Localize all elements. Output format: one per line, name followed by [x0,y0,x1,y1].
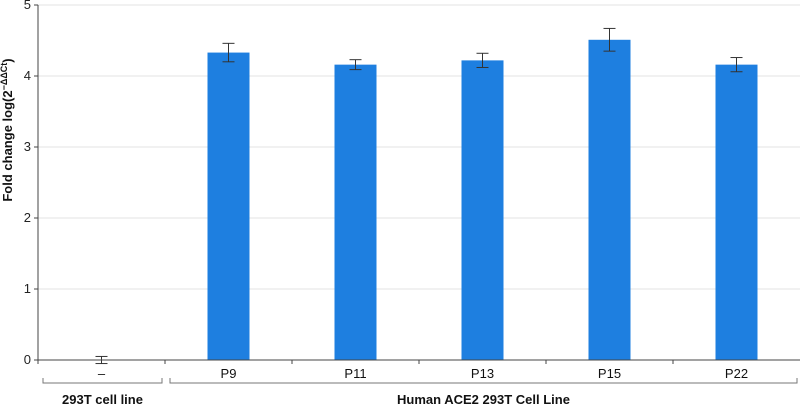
x-tick-label-P13: P13 [471,366,494,381]
y-tick-label-5: 5 [24,0,31,12]
y-axis-label-close: ) [0,58,15,62]
gridlines [38,4,800,290]
bar-P22 [715,64,758,360]
group-brackets: 293T cell line Human ACE2 293T Cell Line [42,378,798,407]
y-tick-label-3: 3 [24,139,31,154]
axes [37,5,800,361]
bar-P15 [588,39,631,360]
group-label-1: Human ACE2 293T Cell Line [397,392,570,407]
group-bracket-1 [169,378,798,384]
bar-P9 [207,52,250,360]
bar-P11 [334,64,377,360]
x-tick-labels: – P9 P11 P13 P15 P22 [37,360,748,381]
bar-P13 [461,60,504,360]
x-tick-label-P11: P11 [344,366,366,381]
group-bracket-0 [42,378,163,384]
y-tick-label-1: 1 [24,281,31,296]
x-tick-label-P9: P9 [221,366,237,381]
x-tick-label-control: – [98,366,106,381]
bars [207,39,758,360]
x-tick-label-P22: P22 [725,366,748,381]
y-tick-labels: 0 1 2 3 4 5 [24,0,38,367]
y-axis-label-base: Fold change log(2 [0,90,15,201]
error-bars [95,27,743,365]
group-label-0: 293T cell line [62,392,143,407]
y-axis-label-exponent: −ΔΔCt [0,63,9,91]
y-tick-label-4: 4 [24,68,31,83]
y-tick-label-0: 0 [24,352,31,367]
x-tick-label-P15: P15 [598,366,621,381]
y-axis-label: Fold change log(2−ΔΔCt) [0,58,15,201]
y-tick-label-2: 2 [24,210,31,225]
